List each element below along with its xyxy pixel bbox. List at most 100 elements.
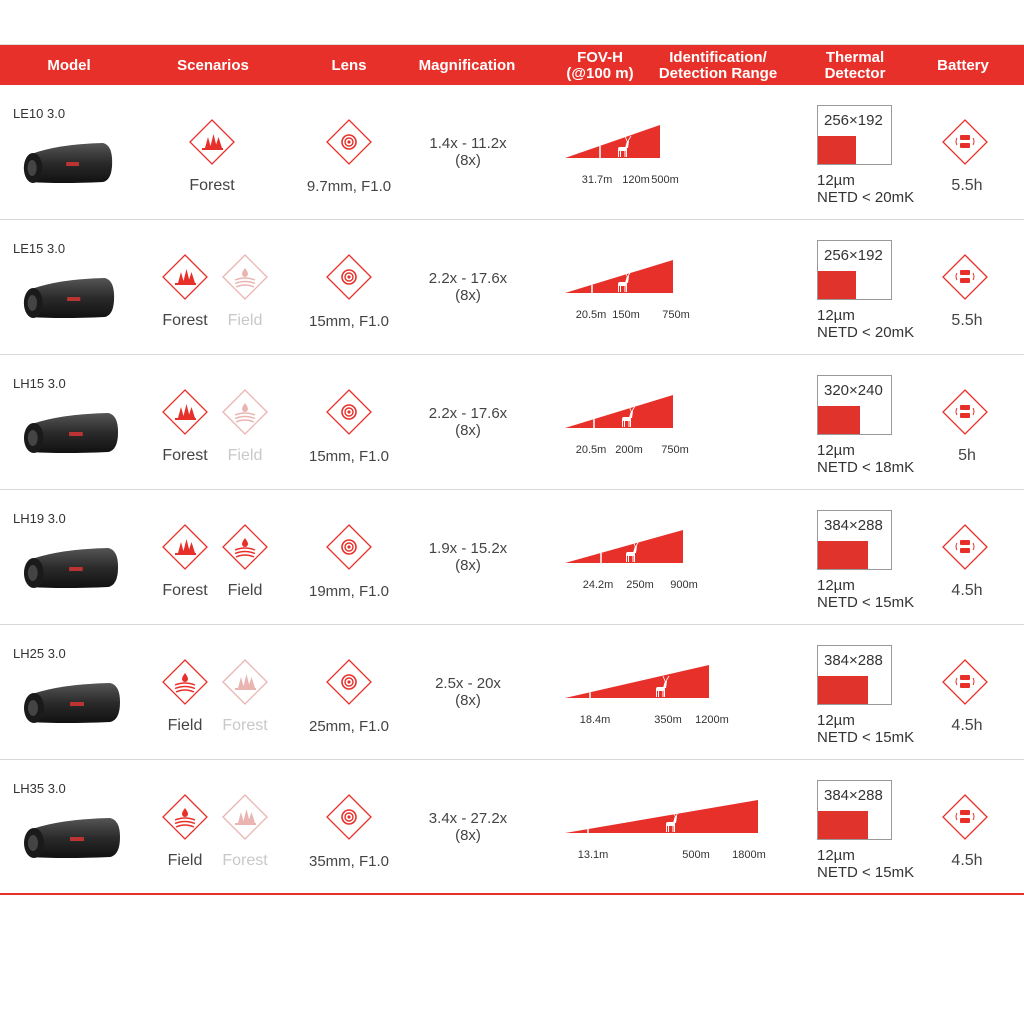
table-row: LH19 3.0 Forest Field 19mm, F1.0 1.9x - …: [0, 490, 1024, 625]
deer-icon: [622, 405, 636, 427]
header-fov-line1: FOV-H: [577, 48, 623, 66]
detector-resolution: 384×288: [824, 652, 883, 669]
scenario-label: Field: [167, 717, 203, 734]
scenario-field: [221, 253, 269, 306]
magnification: 2.5x - 20x (8x): [435, 675, 501, 709]
table-row: LH15 3.0 Forest Field 15mm, F1.0 2.2x - …: [0, 355, 1024, 490]
magnification: 1.4x - 11.2x (8x): [429, 135, 506, 169]
pixel-pitch: 12µm: [817, 172, 855, 189]
range-diagram: [565, 125, 660, 158]
scenario-forest: [221, 793, 269, 846]
scenario-label: Forest: [189, 177, 235, 194]
lens-spec: 19mm, F1.0: [308, 583, 390, 600]
model-name: LH25 3.0: [13, 646, 66, 661]
netd: NETD < 20mK: [817, 189, 915, 206]
product-image: [23, 413, 119, 453]
deer-icon: [626, 540, 640, 562]
lens-spec: 15mm, F1.0: [308, 448, 390, 465]
header-thermal: Thermal Detector: [825, 45, 886, 86]
product-image: [24, 818, 120, 858]
pixel-pitch: 12µm: [817, 307, 855, 324]
range-triangle: [565, 530, 683, 563]
digital-zoom: (8x): [455, 422, 481, 439]
digital-zoom: (8x): [455, 287, 481, 304]
detector-fill: [818, 406, 860, 434]
header-range-line1: Identification/: [669, 48, 767, 66]
range-diagram: [565, 530, 683, 563]
lens-icon: [325, 118, 373, 171]
forest-icon: [221, 658, 269, 711]
fov-value: 24.2m: [582, 579, 614, 591]
identification-range: 150m: [612, 309, 640, 321]
lens-spec: 35mm, F1.0: [308, 853, 390, 870]
fov-value: 20.5m: [575, 444, 607, 456]
scenario-field: [221, 388, 269, 441]
header-thermal-line1: Thermal: [825, 48, 885, 66]
header-range-line2: Detection Range: [658, 64, 778, 82]
scenario-forest: [161, 253, 209, 306]
lens-spec: 15mm, F1.0: [308, 313, 390, 330]
forest-icon: [161, 253, 209, 306]
detector-resolution: 320×240: [824, 382, 883, 399]
scenario-forest: [161, 523, 209, 576]
battery-life: 4.5h: [951, 717, 983, 734]
battery-icon: [941, 118, 989, 171]
detector-box: 384×288: [817, 780, 892, 840]
magnification: 1.9x - 15.2x (8x): [429, 540, 507, 574]
battery-icon: [941, 658, 989, 711]
scenario-field: [161, 793, 209, 846]
range-diagram: [565, 800, 758, 833]
battery-icon: [941, 523, 989, 576]
detection-range: 750m: [661, 444, 689, 456]
lens-spec: 25mm, F1.0: [308, 718, 390, 735]
magnification-range: 2.2x - 17.6x: [428, 405, 508, 422]
forest-icon: [161, 388, 209, 441]
netd: NETD < 15mK: [817, 864, 915, 881]
pixel-pitch: 12µm: [817, 847, 855, 864]
netd: NETD < 20mK: [817, 324, 915, 341]
table-row: LE10 3.0 Forest 9.7mm, F1.0 1.4x - 11.2x…: [0, 85, 1024, 220]
field-icon: [221, 253, 269, 306]
field-icon: [161, 793, 209, 846]
pixel-pitch: 12µm: [817, 712, 855, 729]
forest-icon: [188, 118, 236, 171]
digital-zoom: (8x): [455, 692, 481, 709]
scenario-label: Field: [167, 852, 203, 869]
identification-range: 350m: [654, 714, 682, 726]
table-row: LH35 3.0 Field Forest 35mm, F1.0 3.4x - …: [0, 760, 1024, 895]
pixel-pitch: 12µm: [817, 577, 855, 594]
deer-icon: [656, 675, 670, 697]
scenario-forest: [221, 658, 269, 711]
header-thermal-line2: Detector: [824, 64, 886, 82]
header-magnification: Magnification: [418, 56, 516, 74]
product-image: [23, 143, 113, 183]
digital-zoom: (8x): [455, 557, 481, 574]
fov-value: 31.7m: [581, 174, 613, 186]
header-scenarios: Scenarios: [177, 56, 249, 74]
battery-life: 4.5h: [951, 582, 983, 599]
lens-icon: [325, 523, 373, 576]
header-fov-line2: (@100 m): [566, 64, 634, 82]
detection-range: 500m: [651, 174, 679, 186]
fov-value: 20.5m: [575, 309, 607, 321]
scenario-label: Forest: [162, 312, 208, 329]
header-model: Model: [47, 56, 91, 74]
scenario-label: Forest: [222, 717, 268, 734]
battery-life: 5h: [958, 447, 976, 464]
netd: NETD < 15mK: [817, 594, 915, 611]
header-range: Identification/Detection Range: [659, 45, 777, 86]
detector-fill: [818, 811, 868, 839]
detector-resolution: 384×288: [824, 787, 883, 804]
detector-fill: [818, 541, 868, 569]
detector-box: 384×288: [817, 645, 892, 705]
range-diagram: [565, 260, 673, 293]
identification-range: 120m: [622, 174, 650, 186]
range-triangle: [565, 125, 660, 158]
scenario-forest: [188, 118, 236, 171]
scenario-label: Forest: [162, 447, 208, 464]
range-diagram: [565, 395, 673, 428]
scenario-label: Field: [227, 447, 263, 464]
detector-specs: 12µm NETD < 20mK: [817, 307, 914, 341]
model-name: LE10 3.0: [13, 106, 66, 121]
table-row: LE15 3.0 Forest Field 15mm, F1.0 2.2x - …: [0, 220, 1024, 355]
